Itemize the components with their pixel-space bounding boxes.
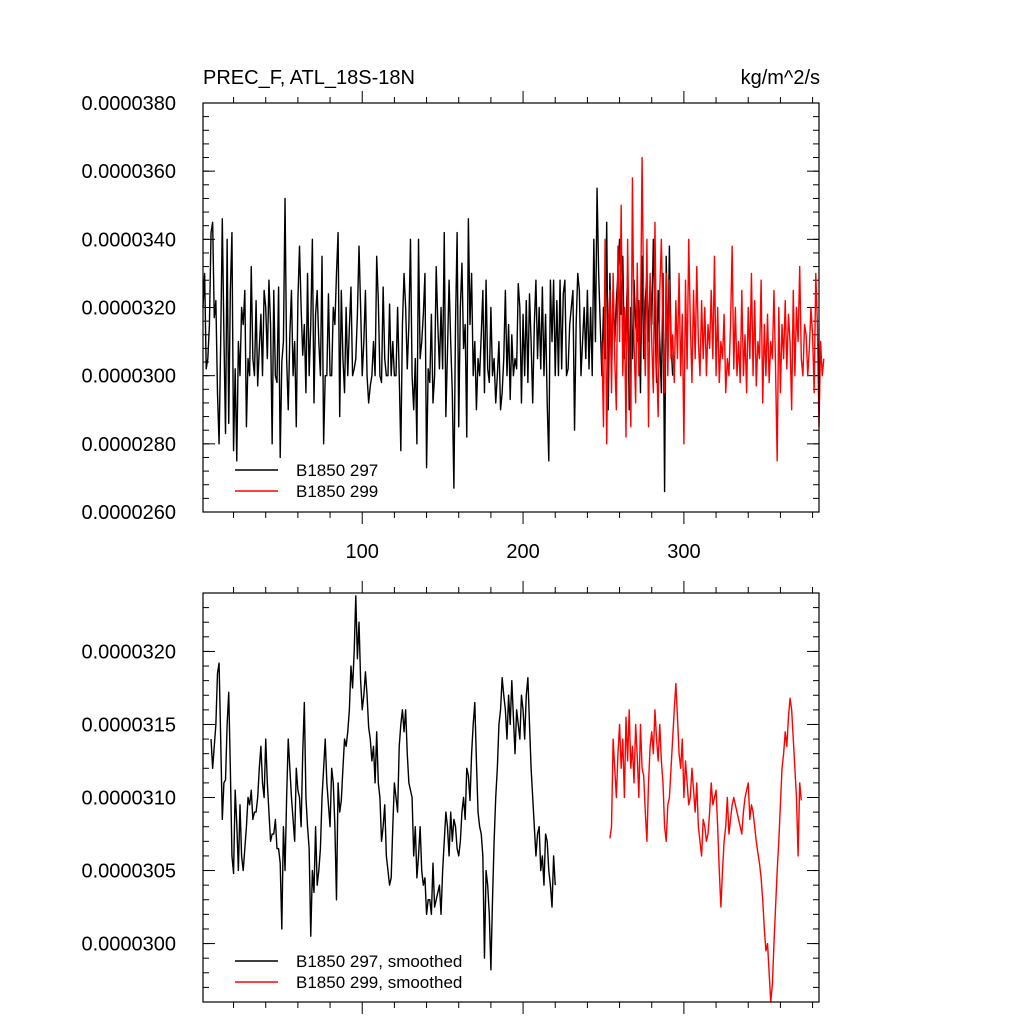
legend-label-297-smoothed: B1850 297, smoothed bbox=[296, 952, 462, 971]
units-label: kg/m^2/s bbox=[741, 67, 820, 89]
x-tick-labels: 100 200 300 bbox=[346, 541, 701, 563]
plot-frame bbox=[202, 102, 820, 513]
y-tick-label: 0.0000310 bbox=[81, 788, 176, 810]
x-tick-label: 300 bbox=[667, 541, 700, 563]
x-tick-label: 100 bbox=[346, 541, 379, 563]
legend: B1850 297, smoothed B1850 299, smoothed bbox=[235, 952, 462, 992]
series-line-b1850-299 bbox=[601, 156, 825, 462]
y-tick-label: 0.0000280 bbox=[81, 434, 176, 456]
y-tick-label: 0.0000315 bbox=[81, 714, 176, 736]
series-line-b1850-297 bbox=[202, 187, 674, 493]
y-tick-label: 0.0000260 bbox=[81, 502, 176, 524]
series-line-b1850-299-smoothed bbox=[609, 682, 803, 1003]
x-tick-label: 200 bbox=[506, 541, 539, 563]
y-tick-label: 0.0000300 bbox=[81, 366, 176, 388]
legend-label-299: B1850 299 bbox=[296, 482, 378, 501]
legend-label-297: B1850 297 bbox=[296, 461, 378, 480]
y-tick-label: 0.0000380 bbox=[81, 93, 176, 115]
legend: B1850 297 B1850 299 bbox=[235, 461, 378, 501]
y-tick-label: 0.0000320 bbox=[81, 641, 176, 663]
y-tick-labels: 0.0000300 0.0000305 0.0000310 0.0000315 0.00… bbox=[81, 641, 176, 955]
y-tick-label: 0.0000320 bbox=[81, 298, 176, 320]
tick-group bbox=[203, 91, 819, 524]
chart-title: PREC_F, ATL_18S-18N bbox=[203, 67, 415, 89]
y-tick-label: 0.0000300 bbox=[81, 934, 176, 956]
legend-label-299-smoothed: B1850 299, smoothed bbox=[296, 973, 462, 992]
plot-frame bbox=[202, 592, 820, 1003]
series-line-b1850-297-smoothed bbox=[210, 595, 556, 971]
y-tick-label: 0.0000360 bbox=[81, 161, 176, 183]
series-lines bbox=[202, 156, 825, 493]
series-lines bbox=[210, 595, 803, 1003]
y-tick-labels: 0.0000260 0.0000280 0.0000300 0.0000320 0.00… bbox=[81, 93, 176, 524]
y-tick-label: 0.0000340 bbox=[81, 229, 176, 251]
y-tick-label: 0.0000305 bbox=[81, 861, 176, 883]
top-panel: PREC_F, ATL_18S-18N kg/m^2/s 0.00002600.… bbox=[81, 67, 825, 563]
bottom-panel: 0.0000300 0.0000305 0.0000310 0.0000315 0.00… bbox=[81, 581, 820, 1014]
tick-group bbox=[203, 581, 819, 1014]
